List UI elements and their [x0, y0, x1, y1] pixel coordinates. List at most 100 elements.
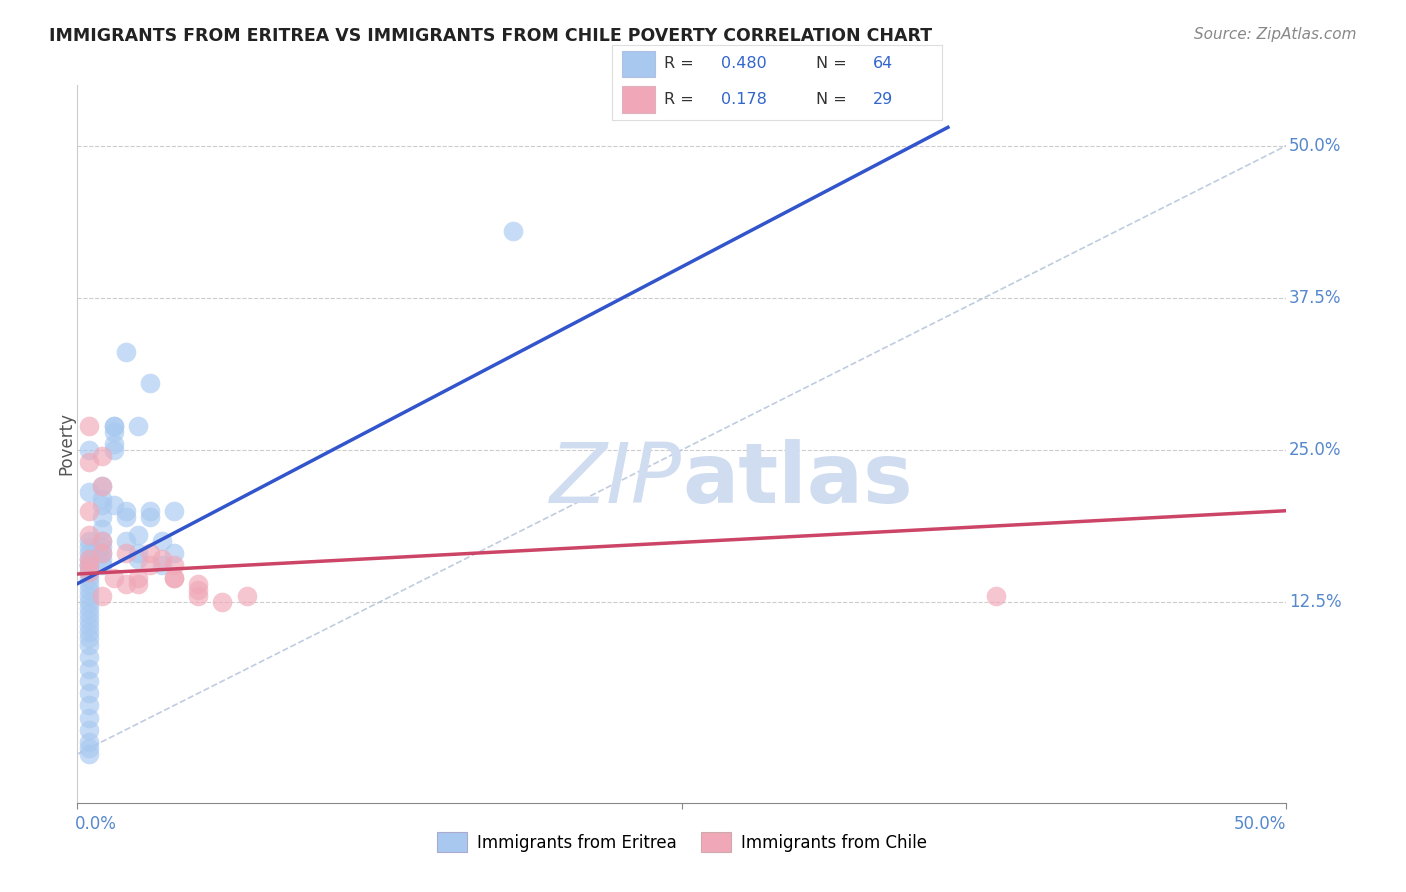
- Point: [139, 546, 162, 560]
- Point: [163, 546, 186, 560]
- Point: [79, 601, 101, 615]
- Point: [187, 589, 209, 603]
- Text: IMMIGRANTS FROM ERITREA VS IMMIGRANTS FROM CHILE POVERTY CORRELATION CHART: IMMIGRANTS FROM ERITREA VS IMMIGRANTS FR…: [49, 27, 932, 45]
- Point: [79, 485, 101, 500]
- Point: [79, 686, 101, 700]
- Point: [79, 619, 101, 633]
- Point: [79, 747, 101, 761]
- Point: [187, 576, 209, 591]
- Point: [79, 571, 101, 585]
- Point: [90, 479, 112, 493]
- Point: [114, 576, 136, 591]
- Point: [79, 735, 101, 749]
- Point: [90, 509, 112, 524]
- Point: [79, 565, 101, 579]
- Text: 25.0%: 25.0%: [1289, 441, 1341, 458]
- Point: [103, 571, 125, 585]
- Point: [79, 674, 101, 689]
- Point: [127, 528, 149, 542]
- Text: 0.178: 0.178: [721, 92, 766, 107]
- Text: 0.0%: 0.0%: [75, 815, 117, 833]
- Point: [79, 595, 101, 609]
- Text: 37.5%: 37.5%: [1289, 289, 1341, 307]
- Point: [150, 552, 173, 566]
- Point: [79, 442, 101, 457]
- Point: [986, 589, 1008, 603]
- Point: [90, 589, 112, 603]
- Point: [163, 571, 186, 585]
- Point: [79, 723, 101, 737]
- Point: [114, 345, 136, 359]
- Point: [90, 522, 112, 536]
- Point: [79, 576, 101, 591]
- Point: [79, 534, 101, 549]
- Point: [127, 576, 149, 591]
- Text: R =: R =: [665, 56, 699, 71]
- Point: [79, 540, 101, 554]
- Text: 50.0%: 50.0%: [1289, 136, 1341, 154]
- Point: [79, 552, 101, 566]
- Text: 50.0%: 50.0%: [1234, 815, 1286, 833]
- Point: [79, 632, 101, 646]
- Point: [79, 558, 101, 573]
- Text: 12.5%: 12.5%: [1289, 593, 1341, 611]
- Point: [90, 534, 112, 549]
- Point: [103, 418, 125, 433]
- Point: [79, 662, 101, 676]
- Text: 29: 29: [873, 92, 893, 107]
- Point: [90, 546, 112, 560]
- Point: [90, 534, 112, 549]
- Y-axis label: Poverty: Poverty: [58, 412, 75, 475]
- Point: [114, 546, 136, 560]
- Point: [79, 565, 101, 579]
- Point: [79, 649, 101, 664]
- Text: N =: N =: [817, 56, 852, 71]
- Point: [127, 571, 149, 585]
- Point: [139, 504, 162, 518]
- Point: [90, 498, 112, 512]
- Point: [127, 552, 149, 566]
- Point: [114, 534, 136, 549]
- Point: [90, 449, 112, 463]
- Text: Source: ZipAtlas.com: Source: ZipAtlas.com: [1194, 27, 1357, 42]
- Point: [79, 741, 101, 756]
- Point: [79, 565, 101, 579]
- Point: [139, 509, 162, 524]
- Point: [79, 528, 101, 542]
- Point: [103, 425, 125, 439]
- Point: [163, 558, 186, 573]
- Point: [187, 582, 209, 597]
- Point: [139, 558, 162, 573]
- Point: [114, 509, 136, 524]
- Point: [90, 540, 112, 554]
- Point: [79, 504, 101, 518]
- Text: R =: R =: [665, 92, 704, 107]
- Point: [79, 455, 101, 469]
- Point: [127, 418, 149, 433]
- Point: [139, 376, 162, 390]
- Point: [163, 504, 186, 518]
- Point: [114, 504, 136, 518]
- FancyBboxPatch shape: [621, 87, 655, 112]
- Text: 64: 64: [873, 56, 893, 71]
- Point: [79, 558, 101, 573]
- Point: [163, 571, 186, 585]
- Point: [235, 589, 257, 603]
- Text: N =: N =: [817, 92, 852, 107]
- Point: [79, 582, 101, 597]
- Point: [502, 224, 524, 238]
- FancyBboxPatch shape: [621, 51, 655, 78]
- Point: [79, 698, 101, 713]
- Point: [79, 625, 101, 640]
- Point: [79, 638, 101, 652]
- Point: [103, 442, 125, 457]
- Text: ZIP: ZIP: [550, 439, 682, 520]
- Point: [79, 613, 101, 627]
- Point: [90, 479, 112, 493]
- Point: [103, 418, 125, 433]
- Point: [103, 437, 125, 451]
- Point: [211, 595, 233, 609]
- Legend: Immigrants from Eritrea, Immigrants from Chile: Immigrants from Eritrea, Immigrants from…: [430, 825, 934, 859]
- Point: [150, 534, 173, 549]
- Point: [79, 552, 101, 566]
